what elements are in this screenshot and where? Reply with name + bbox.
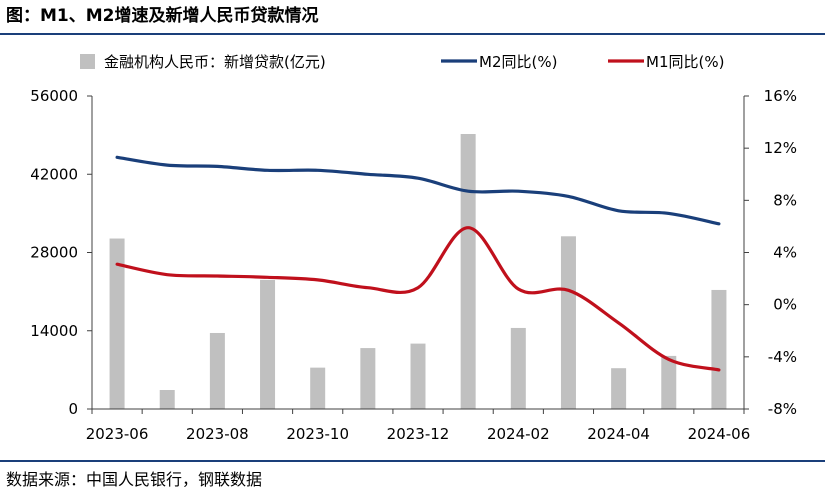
bar-2023-07 <box>159 389 175 409</box>
bar-2023-06 <box>109 238 125 409</box>
left-tick-label: 28000 <box>30 244 78 262</box>
bar-2024-01 <box>460 134 476 409</box>
legend-label-m2: M2同比(%) <box>479 53 557 71</box>
left-tick-label: 14000 <box>30 322 78 340</box>
x-tick-label: 2024-06 <box>688 425 751 443</box>
bar-2023-09 <box>260 279 276 409</box>
lines-layer <box>115 155 721 372</box>
legend-swatch-loans <box>80 54 95 69</box>
bar-2024-06 <box>711 289 727 409</box>
right-tick-label: 16% <box>764 87 797 105</box>
x-tick-label: 2023-06 <box>86 425 149 443</box>
left-tick-label: 42000 <box>30 165 78 183</box>
right-tick-label: -4% <box>768 348 797 366</box>
right-tick-label: -8% <box>768 400 797 418</box>
right-tick-label: 4% <box>773 244 797 262</box>
right-tick-label: 0% <box>773 296 797 314</box>
left-tick-label: 0 <box>68 400 78 418</box>
bar-2024-05 <box>661 355 677 409</box>
source-note: 数据来源：中国人民银行，钢联数据 <box>6 470 263 489</box>
legend-label-loans: 金融机构人民币：新增贷款(亿元) <box>104 53 326 71</box>
x-tick-label: 2024-02 <box>487 425 550 443</box>
bar-2023-08 <box>209 332 225 409</box>
bar-2023-12 <box>410 343 426 409</box>
x-tick-label: 2023-12 <box>387 425 450 443</box>
top-divider <box>0 33 825 35</box>
legend: 金融机构人民币：新增贷款(亿元) M2同比(%) M1同比(%) <box>80 53 724 71</box>
x-tick-label: 2024-04 <box>587 425 650 443</box>
bars-layer <box>109 134 727 409</box>
x-tick-label: 2023-08 <box>186 425 249 443</box>
m2-line <box>115 155 721 226</box>
bottom-divider <box>0 460 825 462</box>
right-tick-label: 12% <box>764 139 797 157</box>
bar-2023-10 <box>310 367 326 409</box>
bar-2024-02 <box>510 327 526 409</box>
bar-2024-04 <box>611 368 627 409</box>
right-tick-label: 8% <box>773 191 797 209</box>
bar-2024-03 <box>560 236 576 409</box>
chart: 0 14000 28000 42000 56000 -8% -4% 0% 4% 8% 12% 16% 2… <box>30 53 797 443</box>
axes-layer: 0 14000 28000 42000 56000 -8% -4% 0% 4% 8% 12% 16% 2… <box>30 87 797 443</box>
m1-line <box>115 226 721 372</box>
legend-label-m1: M1同比(%) <box>646 53 724 71</box>
x-tick-label: 2023-10 <box>286 425 349 443</box>
left-tick-label: 56000 <box>30 87 78 105</box>
page-title: 图：M1、M2增速及新增人民币贷款情况 <box>6 6 319 26</box>
bar-2023-11 <box>360 348 376 409</box>
